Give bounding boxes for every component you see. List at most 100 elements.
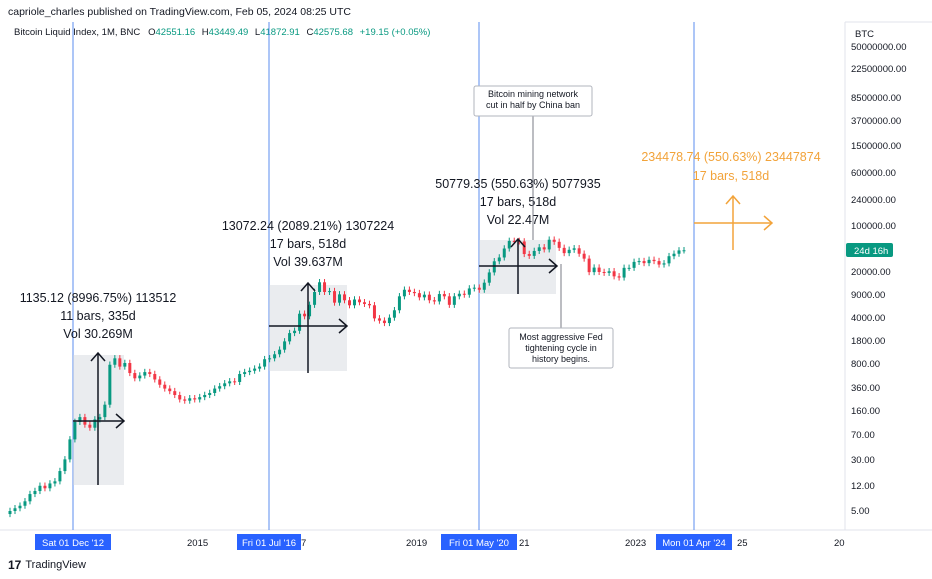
price-tick-label: 20000.00 [851,267,891,278]
tradingview-logo: 17 TradingView [8,558,86,572]
candle-body [672,253,676,257]
date-marker-label: Fri 01 May '20 [449,538,509,549]
price-tick-label: 5.00 [851,506,870,517]
time-tick-label: 2019 [406,538,427,549]
change-value: +19.15 (+0.05%) [359,27,431,38]
measure-arrow-head [510,237,526,248]
candle-body [462,293,466,295]
candle-body [88,424,92,428]
price-tick-label: 30.00 [851,455,875,466]
candle-body [288,333,292,342]
price-tick-label: 8500000.00 [851,93,901,104]
candle-body [637,261,641,263]
candle-body [377,318,381,321]
candle-body [632,261,636,268]
candle-body [542,247,546,250]
date-marker-badge [35,534,111,550]
measure-arrow-head [725,194,741,205]
time-tick-label: 25 [737,538,748,549]
candle-body [652,259,656,262]
candle-body [273,354,277,359]
candle-body [333,291,337,303]
candle-body [253,368,257,371]
candle-body [442,294,446,297]
price-tick-label: 600000.00 [851,168,896,179]
price-tick-label: 1800.00 [851,336,885,347]
candle-body [163,384,167,389]
date-marker-badge [237,534,301,550]
candle-body [482,282,486,290]
price-tick-label: 1500000.00 [851,141,901,152]
candle-body [28,494,32,502]
candle-body [203,395,207,398]
candle-body [657,261,661,265]
candle-body [18,505,22,509]
candle-body [572,248,576,250]
candle-body [298,313,302,331]
candle-body [452,296,456,305]
candle-body [238,374,242,382]
candle-body [372,305,376,319]
candle-body [642,261,646,264]
measure-arrow-head [90,351,106,362]
candle-body [343,294,347,301]
candle-body [268,358,272,360]
time-tick-label: 7 [301,538,306,549]
measure-arrow-head [763,215,774,231]
candle-body [497,257,501,262]
chart-attribution: capriole_charles published on TradingVie… [8,6,352,18]
price-tick-label: 800.00 [851,359,880,370]
measure-annotation-line: 1135.12 (8996.75%) 113512 [20,291,177,305]
candle-body [547,239,551,250]
candle-body [367,303,371,306]
time-tick-label: 21 [519,538,530,549]
date-marker-label: Mon 01 Apr '24 [662,538,726,549]
candle-body [183,399,187,401]
candle-body [208,393,212,396]
candle-body [38,485,42,492]
candle-body [63,459,67,472]
price-tick-label: 9000.00 [851,290,885,301]
candle-body [93,419,97,428]
candle-body [103,404,107,418]
candle-body [73,421,77,440]
measure-annotation-line: 17 bars, 518d [480,195,556,209]
price-tick-label: 4000.00 [851,313,885,324]
tradingview-logo-mark: 17 [8,558,22,572]
candle-body [432,300,436,302]
candle-body [392,310,396,318]
candle-body [407,289,411,292]
candle-body [402,289,406,297]
open-value: 42551.16 [155,27,196,38]
candle-body [667,256,671,264]
candle-body [612,271,616,277]
candle-body [153,374,157,380]
candle-body [148,372,152,375]
close-value: 42575.68 [313,27,353,38]
candle-body [492,261,496,273]
candle-body [23,501,27,506]
candle-body [98,417,102,420]
symbol-legend: Bitcoin Liquid Index, 1M, BNC O42551.16 … [14,27,434,38]
measure-annotation-line: 17 bars, 518d [270,237,346,251]
candle-body [53,481,57,484]
candle-body [512,240,516,242]
candle-body [263,359,267,367]
note-line: history begins. [532,354,590,364]
candle-body [357,299,361,303]
time-tick-label: 20 [834,538,845,549]
candle-body [582,253,586,259]
candle-body [522,241,526,255]
measure-arrow-head [300,281,316,292]
candle-body [597,267,601,272]
candle-body [178,395,182,400]
candle-body [293,330,297,334]
note-line: Most aggressive Fed [519,332,603,342]
candle-body [58,471,62,482]
price-axis-unit: BTC [855,29,874,40]
price-tick-label: 360.00 [851,383,880,394]
measure-annotation-line: 234478.74 (550.63%) 23447874 [641,150,820,164]
candle-body [243,372,247,375]
price-tick-label: 240000.00 [851,195,896,206]
